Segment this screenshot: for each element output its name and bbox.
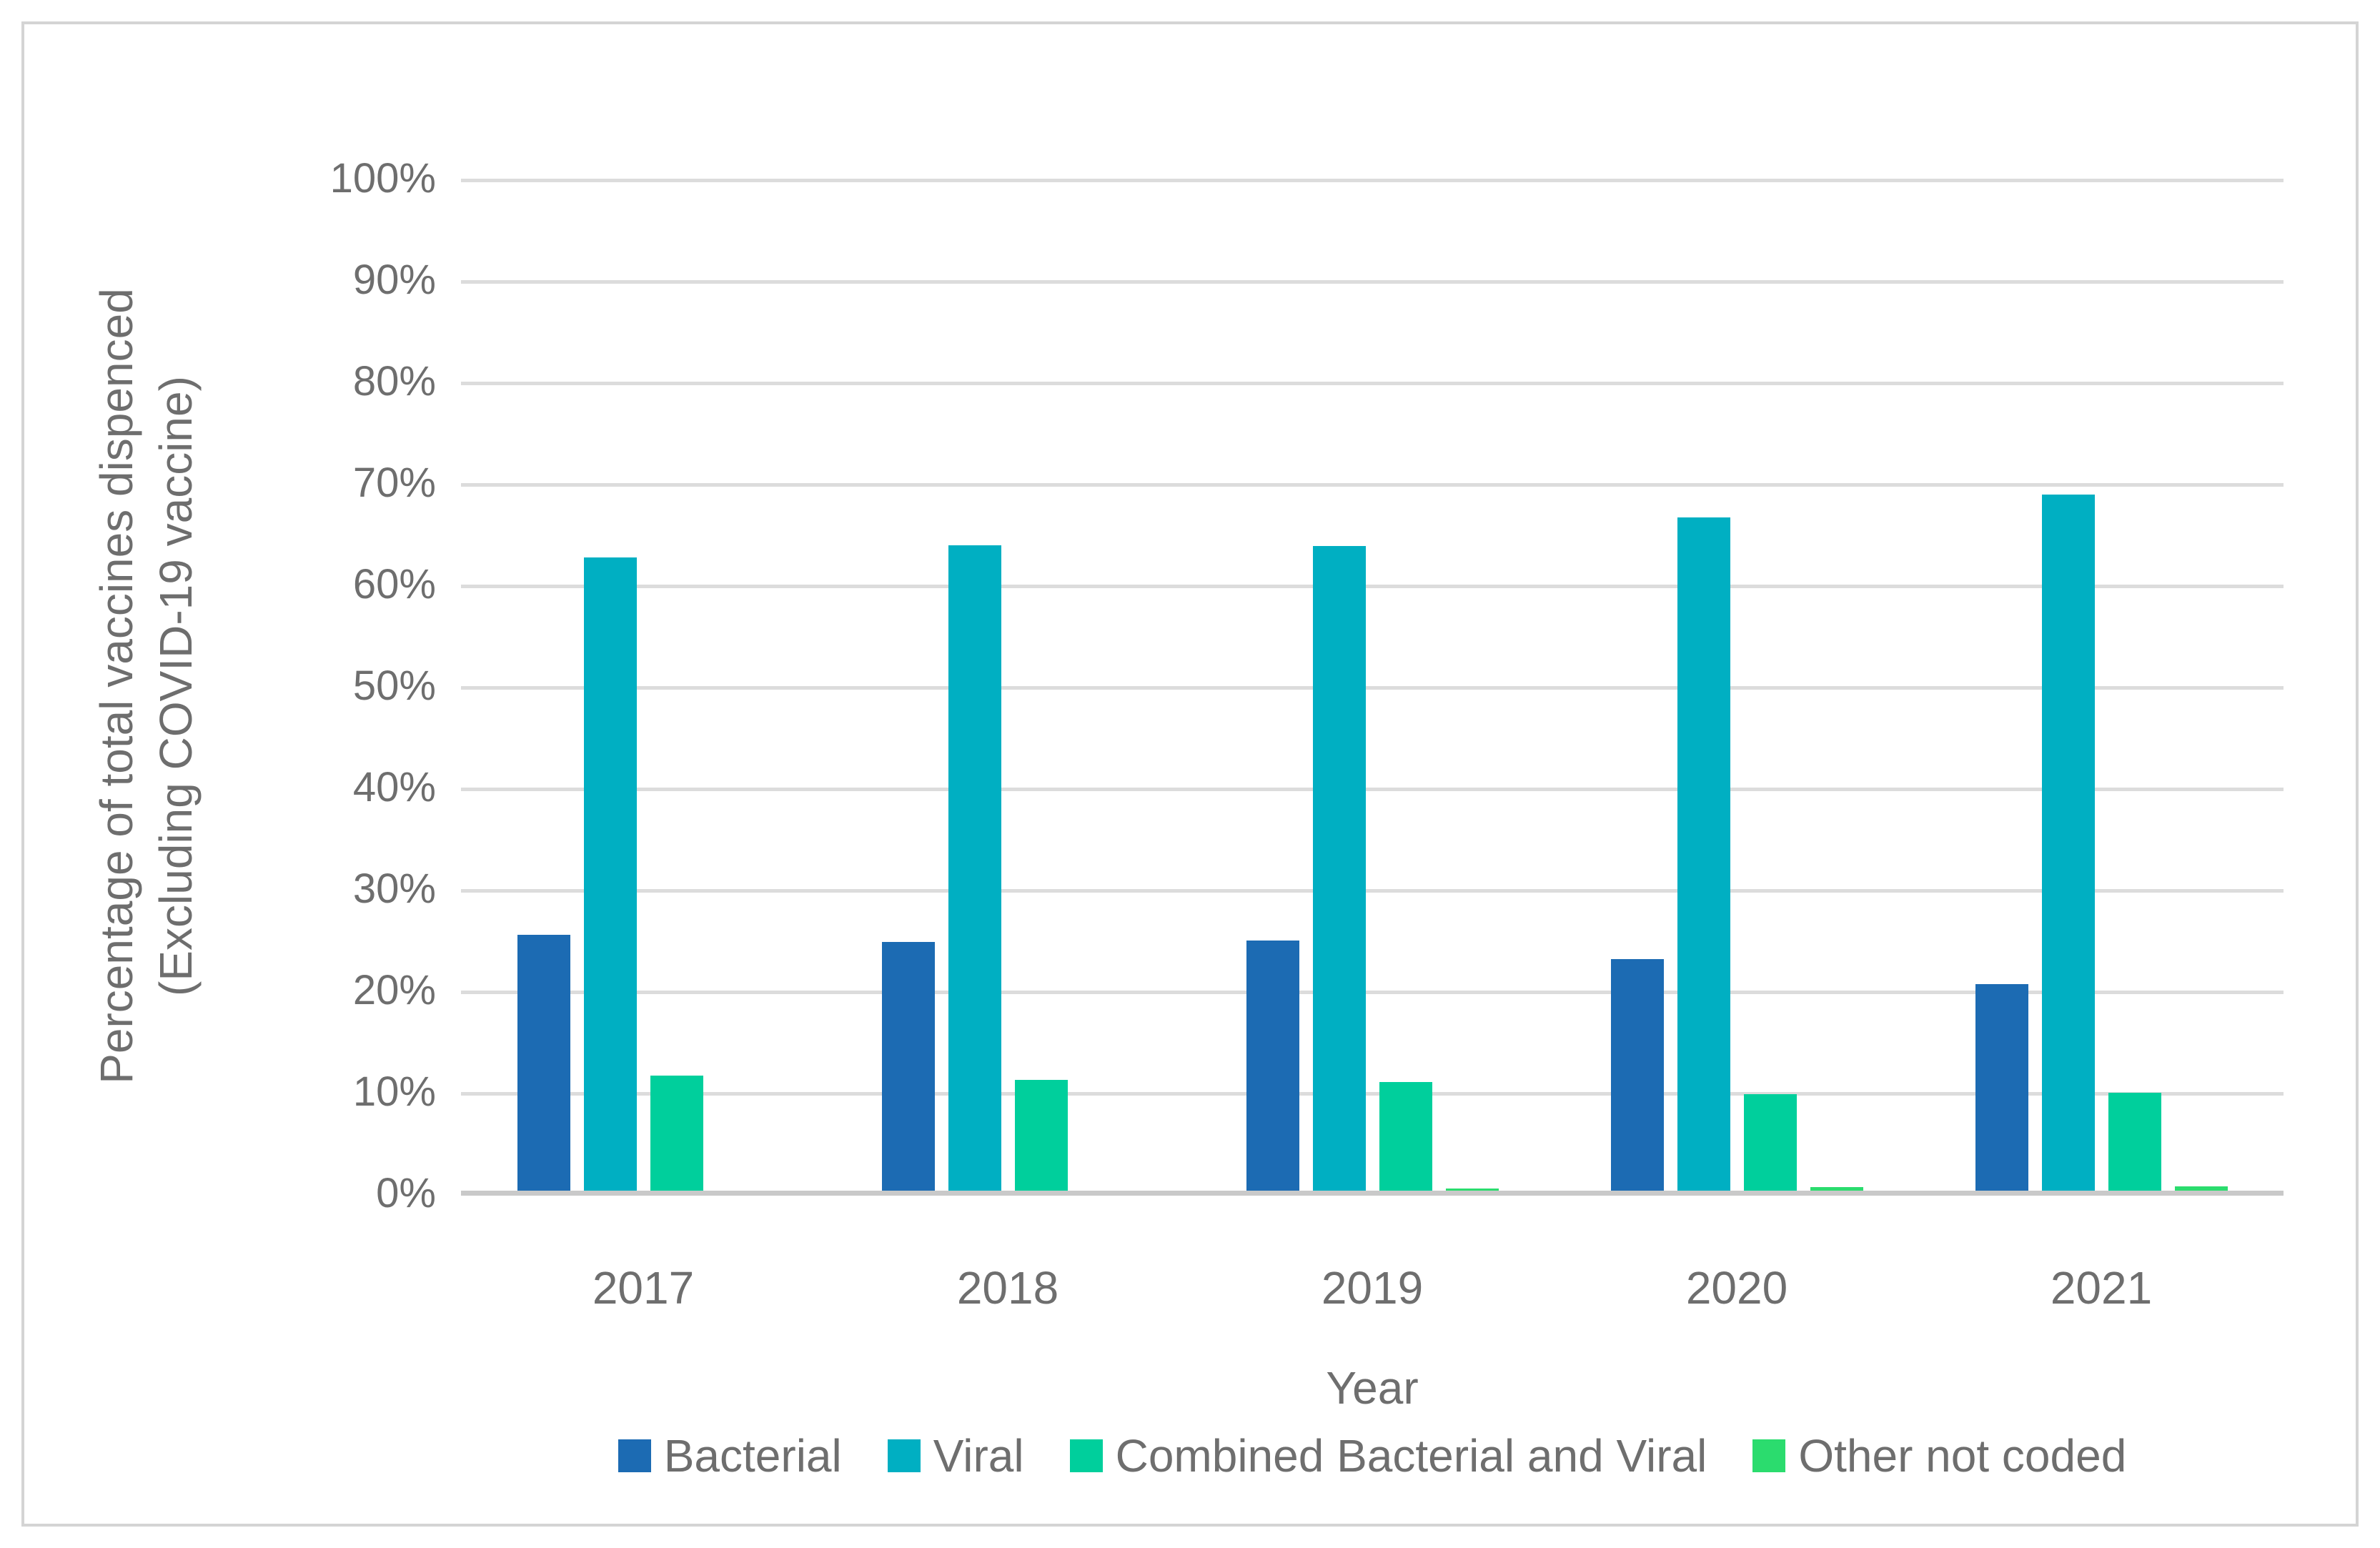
x-tick-label-2017: 2017: [592, 1262, 695, 1314]
bar-bacterial-2017: [517, 934, 570, 1194]
legend-swatch-combined-bacterial-and-viral: [1069, 1439, 1103, 1472]
bar-viral-2021: [2041, 494, 2095, 1194]
y-tick-label-20: 20%: [352, 967, 436, 1013]
y-tick-label-90: 90%: [352, 257, 436, 303]
y-tick-label-40: 40%: [352, 764, 436, 810]
bar-group-2021: [1919, 179, 2284, 1194]
legend: Bacterial Viral Combined Bacterial and Vir…: [461, 1429, 2284, 1482]
bar-viral-2019: [1312, 546, 1366, 1194]
legend-item-combined-bacterial-and-viral: Combined Bacterial and Viral: [1069, 1429, 1707, 1482]
bar-bacterial-2018: [881, 941, 935, 1194]
y-axis-title-line2: (Excluding COVID-19 vaccine): [150, 376, 202, 996]
x-tick-label-2018: 2018: [956, 1262, 1059, 1314]
figure-border: [21, 21, 2359, 1527]
legend-swatch-bacterial: [618, 1439, 651, 1472]
y-tick-label-0: 0%: [376, 1170, 436, 1216]
legend-label-other-not-coded: Other not coded: [1798, 1430, 2127, 1482]
gridline-70: [461, 483, 2284, 487]
bar-combined-bacterial-and-viral-2020: [1743, 1093, 1797, 1194]
bar-group-2018: [825, 179, 1190, 1194]
legend-swatch-other-not-coded: [1752, 1439, 1786, 1472]
legend-swatch-viral: [887, 1439, 921, 1472]
gridline-10: [461, 1092, 2284, 1096]
y-axis-title-line1: Percentage of total vaccines dispenced: [90, 288, 142, 1084]
bar-viral-2018: [948, 545, 1001, 1194]
plot-area: [461, 179, 2284, 1196]
y-tick-label-50: 50%: [352, 663, 436, 709]
bar-viral-2017: [583, 557, 637, 1194]
gridline-60: [461, 585, 2284, 588]
gridline-90: [461, 280, 2284, 284]
legend-item-viral: Viral: [887, 1429, 1024, 1482]
gridline-20: [461, 991, 2284, 994]
legend-item-other-not-coded: Other not coded: [1752, 1429, 2126, 1482]
bar-combined-bacterial-and-viral-2018: [1014, 1079, 1068, 1194]
x-tick-label-2020: 2020: [1685, 1262, 1788, 1314]
bar-bacterial-2019: [1246, 941, 1299, 1194]
x-tick-label-2021: 2021: [2050, 1262, 2153, 1314]
y-tick-label-30: 30%: [352, 865, 436, 912]
gridline-30: [461, 889, 2284, 893]
bar-other-not-coded-2021: [2174, 1186, 2228, 1194]
y-tick-label-70: 70%: [352, 460, 436, 506]
bar-combined-bacterial-and-viral-2021: [2108, 1093, 2161, 1194]
x-tick-label-2019: 2019: [1321, 1262, 1424, 1314]
x-axis-title: Year: [1326, 1362, 1419, 1414]
bar-bacterial-2021: [1975, 984, 2028, 1194]
bar-combined-bacterial-and-viral-2017: [650, 1076, 703, 1194]
y-tick-label-60: 60%: [352, 561, 436, 607]
bar-combined-bacterial-and-viral-2019: [1379, 1081, 1432, 1194]
legend-label-viral: Viral: [933, 1430, 1024, 1482]
y-tick-label-80: 80%: [352, 358, 436, 405]
gridline-100: [461, 179, 2284, 182]
legend-label-combined-bacterial-and-viral: Combined Bacterial and Viral: [1115, 1430, 1707, 1482]
bar-group-2019: [1190, 179, 1555, 1194]
gridline-40: [461, 788, 2284, 791]
gridline-50: [461, 686, 2284, 690]
x-axis-line: [461, 1191, 2284, 1196]
y-axis-title: Percentage of total vaccines dispenced (…: [87, 288, 206, 1084]
bar-viral-2020: [1677, 517, 1730, 1194]
y-tick-label-10: 10%: [352, 1068, 436, 1115]
y-tick-label-100: 100%: [329, 155, 436, 202]
bar-group-2017: [461, 179, 825, 1194]
legend-label-bacterial: Bacterial: [663, 1430, 842, 1482]
x-axis-tick-labels: 2017 2018 2019 2020 2021: [461, 1261, 2284, 1319]
gridline-80: [461, 382, 2284, 385]
legend-item-bacterial: Bacterial: [618, 1429, 842, 1482]
bar-group-2020: [1555, 179, 1919, 1194]
bar-other-not-coded-2020: [1810, 1187, 1863, 1194]
bar-bacterial-2020: [1610, 958, 1664, 1194]
y-axis-tick-labels: 0% 10% 20% 30% 40% 50% 60% 70% 80% 90% 100%: [214, 158, 436, 1214]
